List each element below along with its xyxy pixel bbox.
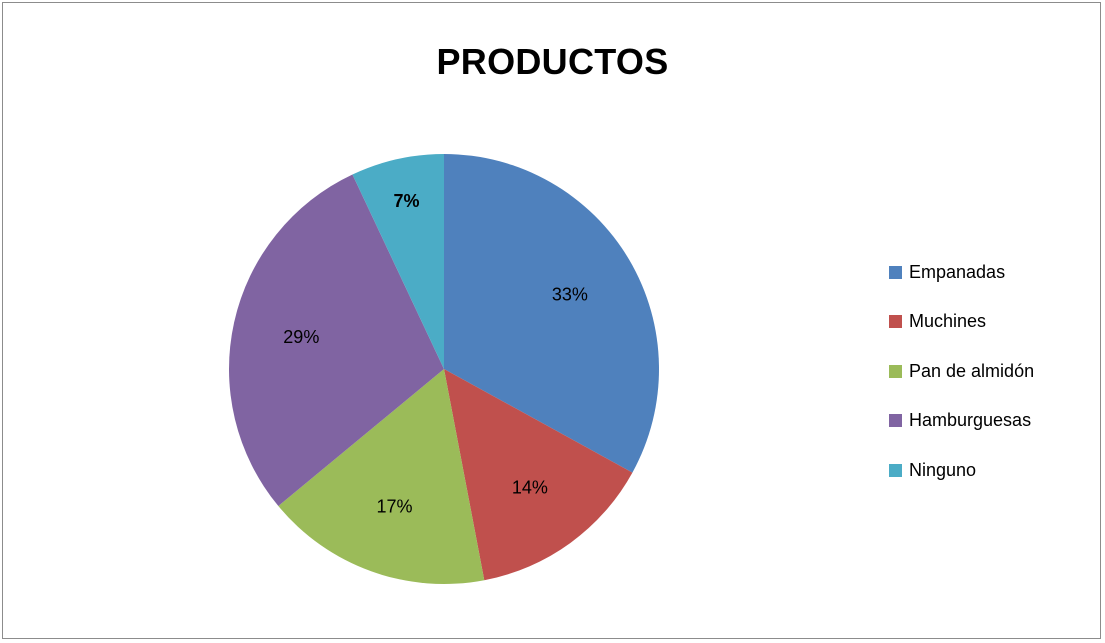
pie-chart: 33% 14% 17% 29% 7% [229, 154, 659, 585]
legend-label: Muchines [909, 311, 987, 331]
data-label-pan-de-almidon: 17% [376, 497, 412, 517]
legend-label: Hamburguesas [909, 410, 1032, 430]
data-label-ninguno: 7% [393, 191, 419, 211]
pie-slice-muchines [444, 369, 633, 581]
legend-label: Pan de almidón [909, 360, 1035, 381]
legend: Empanadas Muchines Pan de almidón Hamburgue… [889, 261, 1034, 509]
legend-label: Empanadas [909, 261, 1006, 282]
data-label-hamburguesas: 29% [283, 327, 319, 347]
pie-slice-empanadas [444, 154, 659, 473]
legend-swatch [889, 315, 902, 328]
chart-title: PRODUCTOS [436, 41, 669, 82]
pie-slice-hamburguesas [229, 174, 444, 507]
legend-item-ninguno: Ninguno [889, 459, 1034, 481]
legend-item-empanadas: Empanadas [889, 261, 1034, 283]
legend-item-muchines: Muchines [889, 311, 1034, 333]
legend-label: Ninguno [909, 459, 977, 480]
pie-slice-pan-de-almidon [278, 369, 485, 585]
legend-item-hamburguesas: Hamburguesas [889, 410, 1034, 432]
legend-item-pan-de-almidon: Pan de almidón [889, 360, 1034, 382]
legend-swatch [889, 463, 902, 477]
data-label-muchines: 14% [512, 477, 548, 497]
legend-swatch [889, 265, 902, 279]
legend-swatch [889, 364, 902, 378]
pie-slice-ninguno [352, 154, 444, 369]
data-label-empanadas: 33% [552, 285, 588, 305]
legend-swatch [889, 414, 902, 427]
